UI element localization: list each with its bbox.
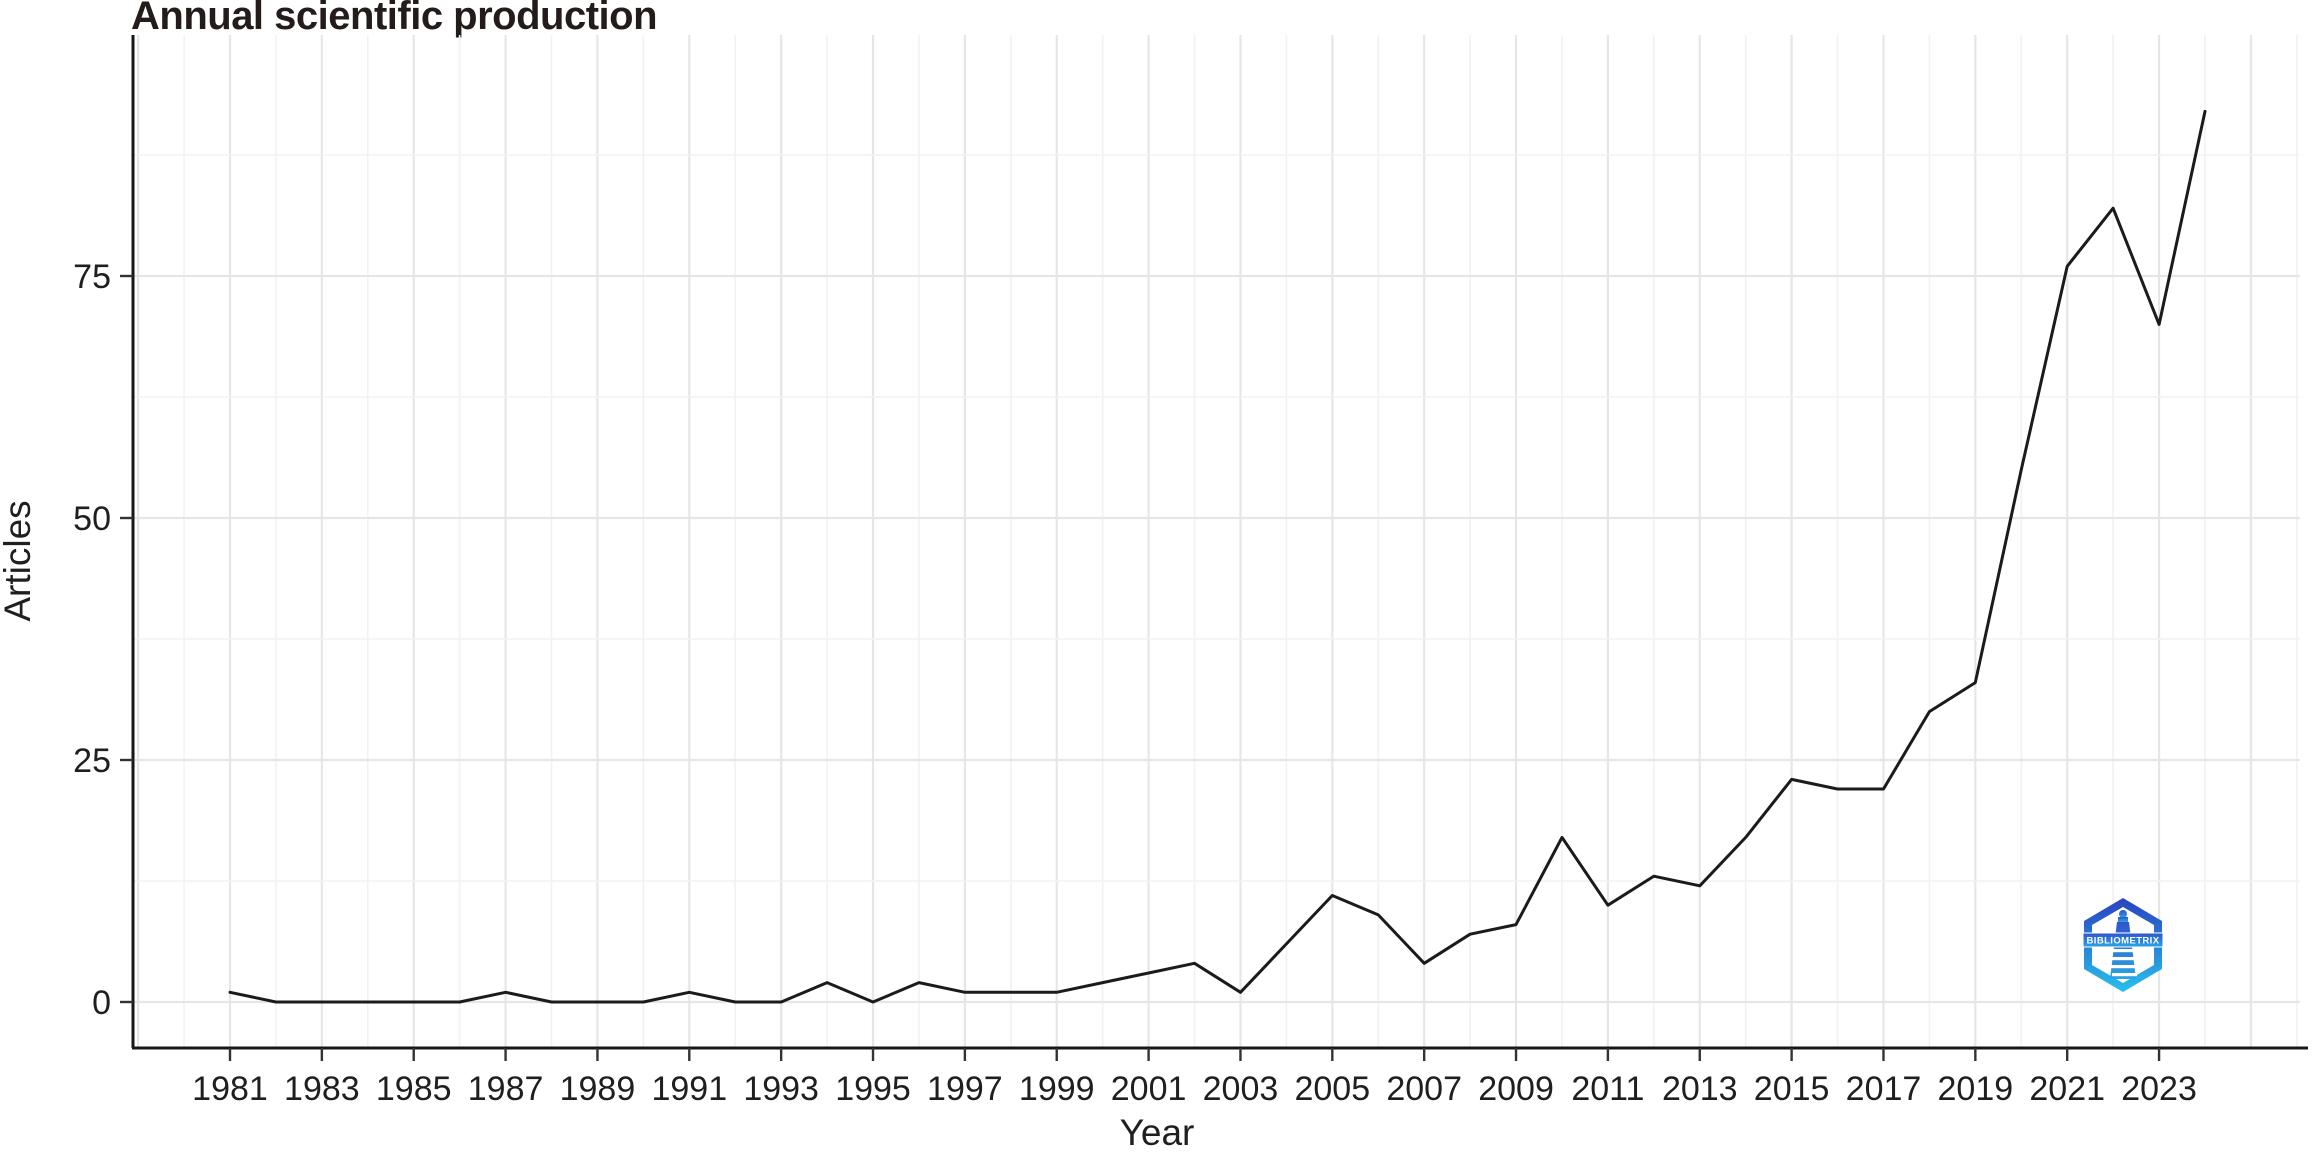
- x-tick-label: 2001: [1111, 1070, 1187, 1108]
- x-tick-label: 1981: [192, 1070, 268, 1108]
- x-tick-label: 1993: [743, 1070, 819, 1108]
- x-tick-label: 1997: [927, 1070, 1003, 1108]
- x-tick-label: 1999: [1019, 1070, 1095, 1108]
- chart-title: Annual scientific production: [131, 0, 658, 38]
- x-tick-label: 1995: [835, 1070, 911, 1108]
- y-tick-label: 0: [92, 984, 111, 1022]
- x-tick-label: 2015: [1754, 1070, 1830, 1108]
- y-tick-label: 50: [73, 500, 111, 538]
- bibliometrix-logo-graphic: BIBLIOMETRIX: [2082, 898, 2164, 992]
- x-tick-label: 2021: [2029, 1070, 2105, 1108]
- x-tick-label: 2009: [1478, 1070, 1554, 1108]
- bibliometrix-logo: BIBLIOMETRIX: [2081, 897, 2165, 993]
- x-tick-label: 2005: [1294, 1070, 1370, 1108]
- x-tick-label: 1987: [468, 1070, 544, 1108]
- x-tick-label: 2017: [1846, 1070, 1922, 1108]
- x-tick-label: 2011: [1571, 1070, 1644, 1108]
- articles-line-series: [228, 109, 2207, 1004]
- x-tick-label: 2003: [1203, 1070, 1279, 1108]
- x-tick-label: 2013: [1662, 1070, 1738, 1108]
- x-tick-label: 2019: [1938, 1070, 2014, 1108]
- logo-band-label: BIBLIOMETRIX: [2087, 936, 2160, 947]
- y-axis-title: Articles: [0, 500, 38, 622]
- x-tick-label: 2023: [2121, 1070, 2197, 1108]
- x-tick-label: 1985: [376, 1070, 452, 1108]
- x-tick-label: 2007: [1386, 1070, 1462, 1108]
- x-tick-label: 1989: [560, 1070, 636, 1108]
- x-tick-label: 1991: [651, 1070, 727, 1108]
- y-tick-label: 25: [73, 742, 111, 780]
- x-axis-title: Year: [1119, 1112, 1195, 1153]
- y-tick-label: 75: [73, 258, 111, 296]
- logo-band: [2082, 932, 2164, 948]
- x-tick-label: 1983: [284, 1070, 360, 1108]
